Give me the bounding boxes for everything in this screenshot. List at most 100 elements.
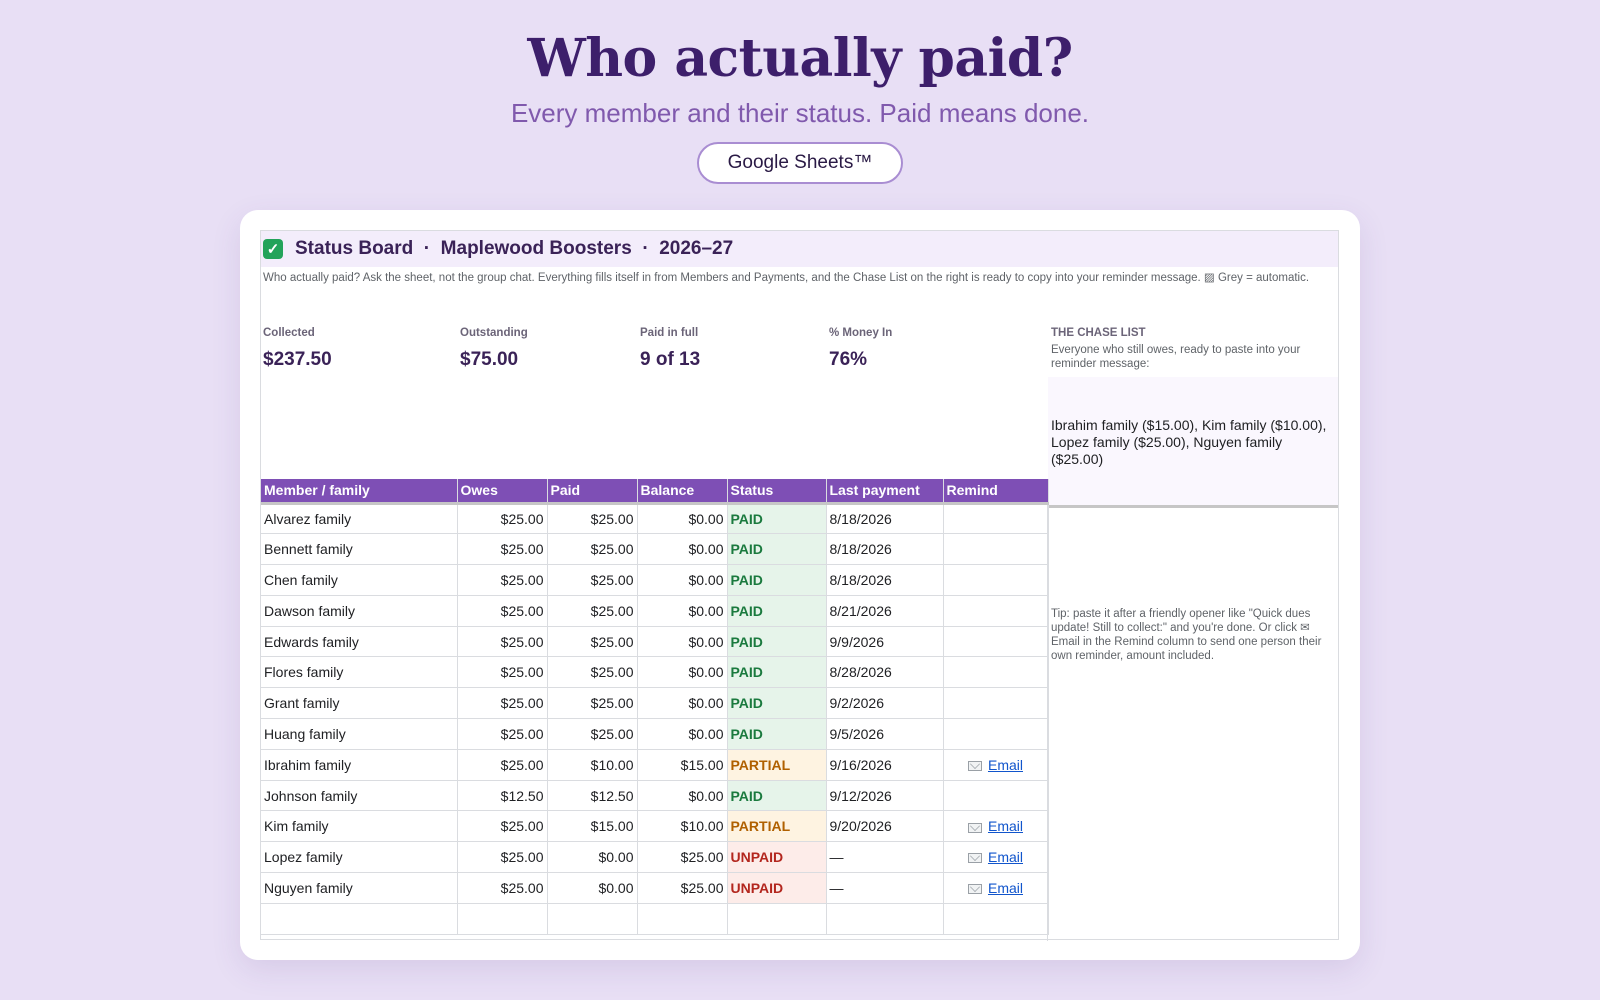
status-cell[interactable]: PAID (727, 595, 827, 627)
balance-cell[interactable]: $0.00 (637, 780, 728, 812)
member-cell[interactable]: Kim family (261, 810, 458, 843)
header-balance[interactable]: Balance (637, 479, 728, 503)
last-payment-cell[interactable]: 9/16/2026 (826, 749, 944, 781)
balance-cell[interactable]: $0.00 (637, 533, 728, 566)
last-payment-cell[interactable]: — (826, 872, 944, 904)
owes-cell[interactable]: $25.00 (457, 656, 548, 689)
member-cell[interactable]: Grant family (261, 687, 458, 720)
status-cell[interactable] (727, 903, 827, 935)
remind-cell[interactable] (943, 903, 1049, 935)
status-cell[interactable]: UNPAID (727, 841, 827, 874)
status-cell[interactable]: PAID (727, 780, 827, 812)
paid-cell[interactable] (547, 903, 638, 935)
email-reminder-link[interactable]: Email (987, 818, 1023, 835)
balance-cell[interactable]: $0.00 (637, 501, 728, 535)
paid-cell[interactable]: $25.00 (547, 718, 638, 750)
balance-cell[interactable]: $0.00 (637, 718, 728, 750)
paid-cell[interactable]: $25.00 (547, 533, 638, 566)
header-owes[interactable]: Owes (457, 479, 548, 503)
balance-cell[interactable]: $25.00 (637, 841, 728, 874)
remind-cell[interactable] (943, 533, 1049, 566)
paid-cell[interactable]: $12.50 (547, 780, 638, 812)
owes-cell[interactable]: $25.00 (457, 564, 548, 596)
owes-cell[interactable]: $25.00 (457, 687, 548, 720)
owes-cell[interactable] (457, 903, 548, 935)
last-payment-cell[interactable]: 8/28/2026 (826, 656, 944, 689)
last-payment-cell[interactable]: 9/5/2026 (826, 718, 944, 750)
header-paid[interactable]: Paid (547, 479, 638, 503)
paid-cell[interactable]: $25.00 (547, 501, 638, 535)
paid-cell[interactable]: $25.00 (547, 687, 638, 720)
remind-cell[interactable] (943, 564, 1049, 596)
header-member[interactable]: Member / family (261, 479, 458, 503)
header-last-payment[interactable]: Last payment (826, 479, 944, 503)
status-cell[interactable]: PARTIAL (727, 749, 827, 781)
remind-cell[interactable] (943, 501, 1049, 535)
last-payment-cell[interactable]: 9/12/2026 (826, 780, 944, 812)
member-cell[interactable]: Huang family (261, 718, 458, 750)
last-payment-cell[interactable]: 8/18/2026 (826, 564, 944, 596)
balance-cell[interactable]: $0.00 (637, 656, 728, 689)
remind-cell[interactable]: Email (943, 841, 1049, 874)
last-payment-cell[interactable] (826, 903, 944, 935)
member-cell[interactable]: Lopez family (261, 841, 458, 874)
member-cell[interactable]: Nguyen family (261, 872, 458, 904)
owes-cell[interactable]: $25.00 (457, 810, 548, 843)
remind-cell[interactable] (943, 687, 1049, 720)
owes-cell[interactable]: $12.50 (457, 780, 548, 812)
member-cell[interactable]: Alvarez family (261, 501, 458, 535)
paid-cell[interactable]: $0.00 (547, 872, 638, 904)
chase-list-text[interactable]: Ibrahim family ($15.00), Kim family ($10… (1051, 417, 1327, 467)
last-payment-cell[interactable]: 9/20/2026 (826, 810, 944, 843)
balance-cell[interactable]: $0.00 (637, 595, 728, 627)
member-cell[interactable]: Chen family (261, 564, 458, 596)
status-cell[interactable]: PAID (727, 564, 827, 596)
status-cell[interactable]: PAID (727, 687, 827, 720)
chase-list-box[interactable]: Ibrahim family ($15.00), Kim family ($10… (1048, 377, 1338, 505)
owes-cell[interactable]: $25.00 (457, 501, 548, 535)
owes-cell[interactable]: $25.00 (457, 841, 548, 874)
paid-cell[interactable]: $25.00 (547, 564, 638, 596)
paid-cell[interactable]: $10.00 (547, 749, 638, 781)
paid-cell[interactable]: $25.00 (547, 626, 638, 658)
remind-cell[interactable] (943, 626, 1049, 658)
remind-cell[interactable]: Email (943, 749, 1049, 781)
header-remind[interactable]: Remind (943, 479, 1049, 503)
paid-cell[interactable]: $15.00 (547, 810, 638, 843)
last-payment-cell[interactable]: — (826, 841, 944, 874)
google-sheets-badge[interactable]: Google Sheets™ (697, 142, 903, 184)
last-payment-cell[interactable]: 8/18/2026 (826, 501, 944, 535)
status-cell[interactable]: UNPAID (727, 872, 827, 904)
owes-cell[interactable]: $25.00 (457, 533, 548, 566)
balance-cell[interactable]: $15.00 (637, 749, 728, 781)
member-cell[interactable] (261, 903, 458, 935)
email-reminder-link[interactable]: Email (987, 756, 1023, 773)
status-cell[interactable]: PAID (727, 718, 827, 750)
owes-cell[interactable]: $25.00 (457, 626, 548, 658)
balance-cell[interactable]: $10.00 (637, 810, 728, 843)
email-reminder-link[interactable]: Email (987, 879, 1023, 896)
paid-cell[interactable]: $0.00 (547, 841, 638, 874)
balance-cell[interactable]: $0.00 (637, 564, 728, 596)
owes-cell[interactable]: $25.00 (457, 749, 548, 781)
status-cell[interactable]: PAID (727, 501, 827, 535)
remind-cell[interactable] (943, 595, 1049, 627)
remind-cell[interactable]: Email (943, 810, 1049, 843)
email-reminder-link[interactable]: Email (987, 849, 1023, 866)
owes-cell[interactable]: $25.00 (457, 595, 548, 627)
balance-cell[interactable] (637, 903, 728, 935)
remind-cell[interactable]: Email (943, 872, 1049, 904)
member-cell[interactable]: Flores family (261, 656, 458, 689)
status-cell[interactable]: PAID (727, 533, 827, 566)
balance-cell[interactable]: $0.00 (637, 626, 728, 658)
status-cell[interactable]: PAID (727, 626, 827, 658)
remind-cell[interactable] (943, 656, 1049, 689)
balance-cell[interactable]: $0.00 (637, 687, 728, 720)
member-cell[interactable]: Ibrahim family (261, 749, 458, 781)
status-cell[interactable]: PARTIAL (727, 810, 827, 843)
member-cell[interactable]: Bennett family (261, 533, 458, 566)
member-cell[interactable]: Edwards family (261, 626, 458, 658)
header-status[interactable]: Status (727, 479, 827, 503)
member-cell[interactable]: Dawson family (261, 595, 458, 627)
owes-cell[interactable]: $25.00 (457, 872, 548, 904)
